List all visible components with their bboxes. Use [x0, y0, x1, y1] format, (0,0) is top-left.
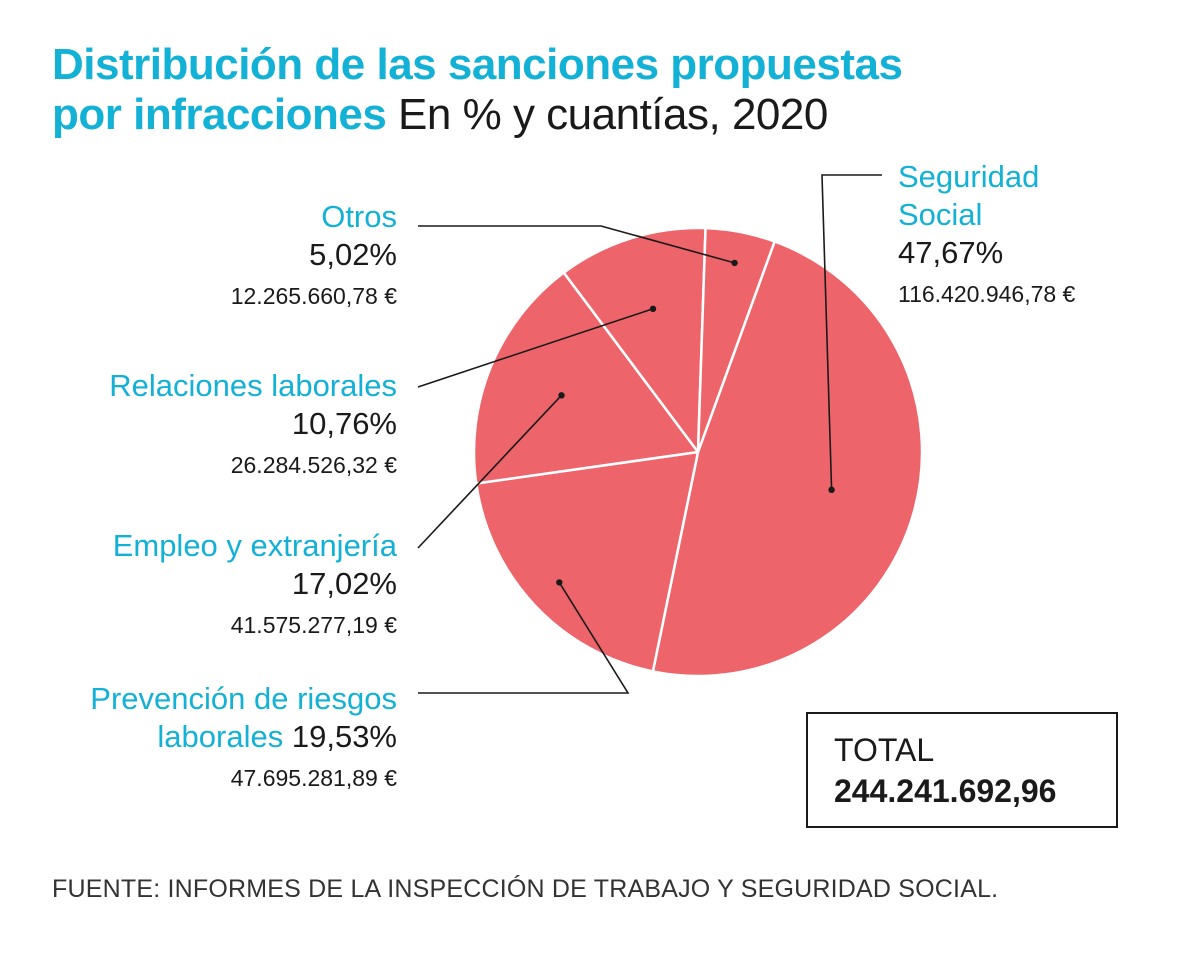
leader-lines [417, 174, 882, 694]
slice-pct-prevencion: 19,53% [291, 719, 397, 754]
pie-slices [472, 226, 924, 678]
total-label: TOTAL [834, 732, 935, 768]
leader-dot-seguridad-social [828, 486, 835, 493]
title-line-2: por infracciones [52, 90, 387, 139]
leader-line-prevencion-de-riesgos-laborales [418, 581, 630, 694]
label-relaciones-laborales: Relaciones laborales 10,76% 26.284.526,3… [109, 367, 397, 483]
total-box: TOTAL 244.241.692,96 [806, 712, 1118, 828]
leader-dot-relaciones-laborales [649, 305, 657, 312]
leader-line-relaciones-laborales [417, 308, 654, 388]
slice-amount-otros: 12.265.660,78 € [230, 283, 397, 309]
pie-slice-relaciones-laborales [562, 226, 707, 454]
slice-pct-empleo-extranjeria: 17,02% [291, 566, 397, 601]
slice-pct-seguridad-social: 47,67% [898, 235, 1004, 270]
slice-pct-otros: 5,02% [309, 237, 397, 272]
slice-label-prevencion-line1: Prevención de riesgos [90, 681, 397, 716]
leader-line-empleo-y-extranjeria [417, 394, 563, 549]
pie-slice-empleo-y-extranjeria [472, 271, 700, 485]
pie-slice-seguridad-social [651, 240, 924, 678]
slice-amount-prevencion: 47.695.281,89 € [230, 765, 397, 791]
slice-label-seguridad-social-line2: Social [898, 197, 983, 232]
slice-amount-relaciones-laborales: 26.284.526,32 € [230, 452, 397, 478]
total-value: 244.241.692,96 [834, 773, 1057, 809]
chart-title: Distribución de las sanciones propuestas… [52, 40, 1152, 140]
slice-label-otros: Otros [321, 199, 397, 234]
slice-label-prevencion-line2: laborales [157, 719, 284, 754]
leader-dot-otros [731, 259, 738, 267]
title-line-1: Distribución de las sanciones propuestas [52, 40, 903, 89]
slice-label-prevencion-line2-wrap: laborales 19,53% [90, 718, 397, 756]
label-otros: Otros 5,02% 12.265.660,78 € [231, 198, 397, 314]
source-note: FUENTE: INFORMES DE LA INSPECCIÓN DE TRA… [52, 875, 999, 903]
slice-label-seguridad-social-line1: Seguridad [898, 159, 1040, 194]
label-prevencion-riesgos: Prevención de riesgos laborales 19,53% 4… [90, 680, 397, 796]
pie-slice-otros [696, 226, 776, 454]
chart-subtitle: En % y cuantías, 2020 [398, 90, 828, 139]
pie-slice-prevencion-de-riesgos-laborales [474, 450, 700, 673]
slice-amount-seguridad-social: 116.420.946,78 € [898, 281, 1076, 307]
slice-label-empleo-extranjeria: Empleo y extranjería [112, 528, 397, 563]
leader-line-otros [418, 225, 735, 264]
slice-pct-relaciones-laborales: 10,76% [291, 406, 397, 441]
leader-dot-empleo-y-extranjeria [558, 392, 565, 399]
slice-amount-empleo-extranjeria: 41.575.277,19 € [230, 612, 397, 638]
leader-line-seguridad-social [821, 174, 882, 490]
slice-label-relaciones-laborales: Relaciones laborales [109, 368, 397, 403]
label-empleo-extranjeria: Empleo y extranjería 17,02% 41.575.277,1… [113, 527, 397, 643]
leader-dot-prevencion-de-riesgos-laborales [556, 579, 563, 586]
label-seguridad-social: Seguridad Social 47,67% 116.420.946,78 € [898, 158, 1075, 312]
